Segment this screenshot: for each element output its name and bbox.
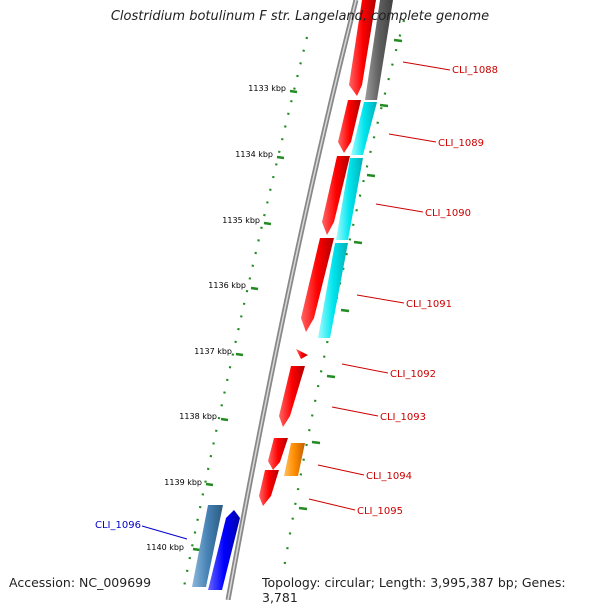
accession-text: Accession: NC_009699 bbox=[9, 575, 152, 590]
callout-line bbox=[141, 525, 188, 540]
scale-tick bbox=[263, 221, 272, 226]
callout-line bbox=[402, 61, 451, 71]
outer-tick bbox=[340, 308, 350, 313]
gene-label[interactable]: CLI_1094 bbox=[366, 471, 412, 482]
gc-low-segment bbox=[365, 0, 393, 100]
outer-tick bbox=[393, 38, 403, 43]
gene-labels: CLI_1088 CLI_1089 CLI_1090 CLI_1091 CLI_… bbox=[95, 65, 498, 531]
orange-feature[interactable] bbox=[284, 443, 305, 476]
scale-tick bbox=[220, 417, 229, 422]
scale-label: 1137 kbp bbox=[194, 347, 232, 356]
gc-high-segment bbox=[318, 243, 348, 338]
cds-arrow-cli-1090[interactable] bbox=[322, 156, 350, 235]
cds-arrow-cli-1092[interactable] bbox=[296, 349, 308, 359]
callout-line bbox=[341, 363, 389, 374]
outer-tick bbox=[353, 240, 363, 245]
cds-arrow-cli-1093[interactable] bbox=[279, 366, 305, 427]
outer-tick bbox=[366, 173, 376, 178]
gene-label[interactable]: CLI_1091 bbox=[406, 299, 452, 310]
scale-tick bbox=[276, 155, 285, 160]
scale-label: 1134 kbp bbox=[235, 150, 273, 159]
scale-tick bbox=[205, 482, 214, 487]
topology-text: Topology: circular; Length: 3,995,387 bp… bbox=[262, 575, 566, 605]
cds-arrow-cli-1094[interactable] bbox=[268, 438, 288, 470]
forward-cds-track bbox=[259, 0, 376, 506]
gc-high-segment bbox=[336, 158, 363, 240]
gene-label[interactable]: CLI_1092 bbox=[390, 369, 436, 380]
gc-high-segment bbox=[351, 102, 377, 155]
scale-label: 1135 kbp bbox=[222, 216, 260, 225]
outer-tick bbox=[379, 103, 389, 108]
gc-track bbox=[318, 0, 393, 338]
callout-line bbox=[308, 498, 356, 511]
cds-arrow-cli-1088[interactable] bbox=[349, 0, 376, 96]
cds-arrow-cli-1096-steelblue[interactable] bbox=[192, 505, 223, 587]
cds-arrow-cli-1096[interactable] bbox=[208, 510, 240, 590]
outer-tick bbox=[311, 440, 321, 445]
outer-tick bbox=[326, 374, 336, 379]
gene-label[interactable]: CLI_1090 bbox=[425, 208, 471, 219]
outer-tick bbox=[298, 506, 308, 511]
scale-tick bbox=[192, 547, 201, 552]
callout-line bbox=[331, 406, 379, 417]
cds-arrow-cli-1095[interactable] bbox=[259, 470, 279, 506]
scale-label: 1139 kbp bbox=[164, 478, 202, 487]
callout-line bbox=[375, 203, 424, 213]
cds-arrow-cli-1091[interactable] bbox=[301, 238, 334, 332]
genome-title: Clostridium botulinum F str. Langeland, … bbox=[110, 9, 490, 24]
scale-tick bbox=[235, 352, 244, 357]
callout-line bbox=[388, 133, 437, 143]
gene-label[interactable]: CLI_1096 bbox=[95, 520, 141, 531]
scale-label: 1133 kbp bbox=[248, 84, 286, 93]
scale-tick bbox=[289, 89, 298, 94]
callout-lines bbox=[141, 61, 451, 540]
scale-ring-outer bbox=[282, 19, 406, 569]
callout-line bbox=[356, 294, 405, 304]
backbone-inner bbox=[227, 0, 357, 600]
callout-line bbox=[317, 464, 365, 476]
gene-label[interactable]: CLI_1089 bbox=[438, 138, 484, 149]
gene-label[interactable]: CLI_1093 bbox=[380, 412, 426, 423]
scale-label: 1140 kbp bbox=[146, 543, 184, 552]
scale-labels: 1133 kbp 1134 kbp 1135 kbp 1136 kbp 1137… bbox=[146, 84, 286, 552]
cds-arrow-cli-1089[interactable] bbox=[338, 100, 361, 153]
gene-label[interactable]: CLI_1095 bbox=[357, 506, 403, 517]
scale-label: 1136 kbp bbox=[208, 281, 246, 290]
gene-label[interactable]: CLI_1088 bbox=[452, 65, 498, 76]
scale-major-ticks bbox=[192, 89, 298, 552]
scale-tick bbox=[250, 286, 259, 291]
outer-major-ticks bbox=[298, 38, 403, 511]
scale-label: 1138 kbp bbox=[179, 412, 217, 421]
